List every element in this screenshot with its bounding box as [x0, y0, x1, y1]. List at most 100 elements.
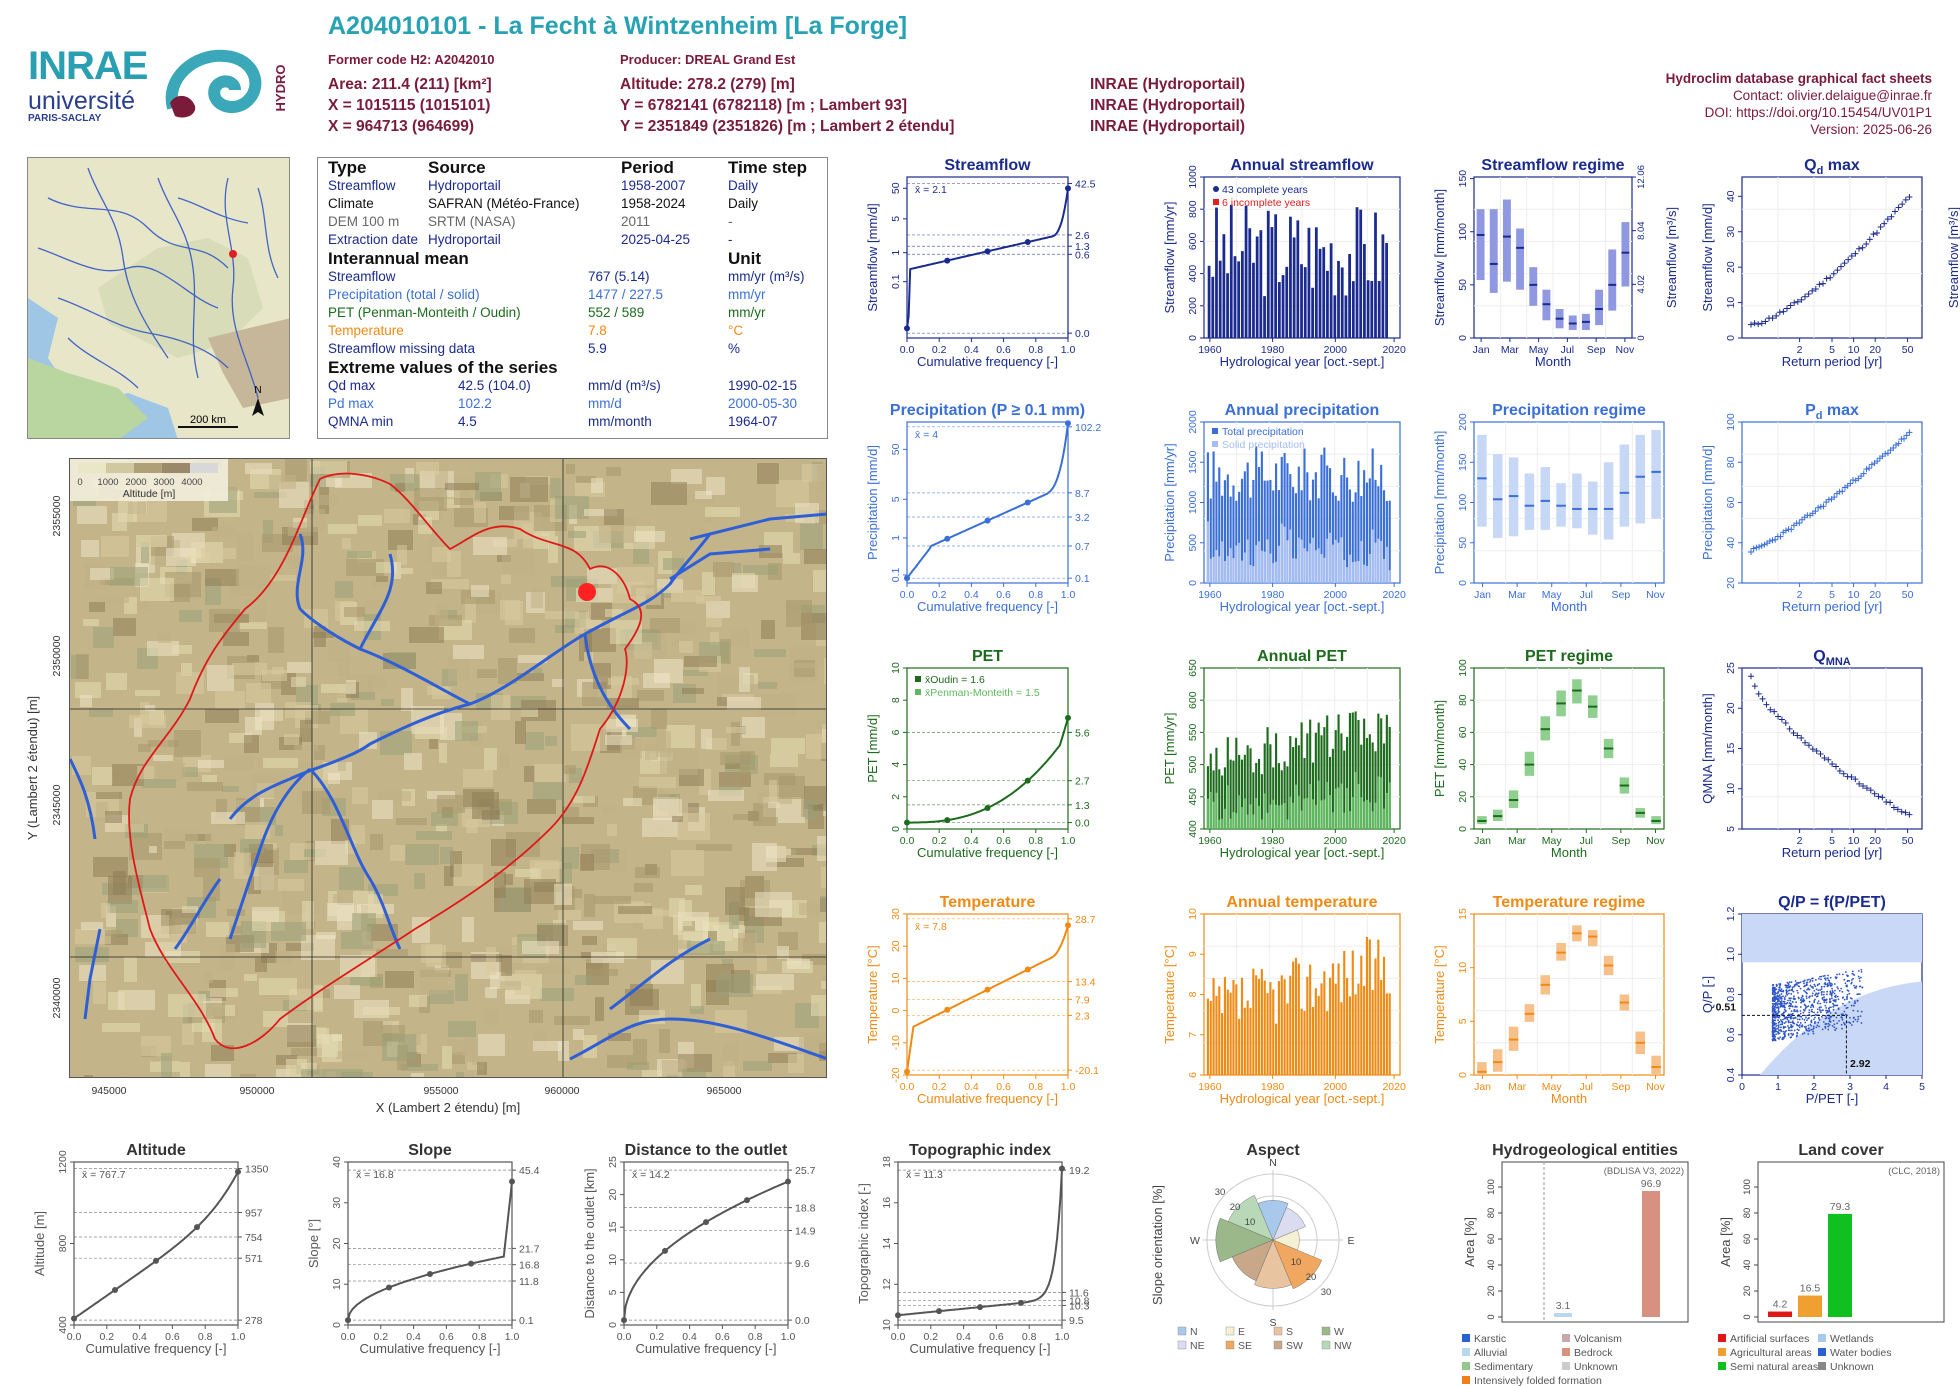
data-point — [1774, 1019, 1777, 1022]
return-point — [1751, 683, 1758, 690]
relief-patch — [594, 896, 631, 904]
data-point — [1788, 985, 1791, 988]
legend-label: Karstic — [1474, 1333, 1506, 1345]
y-tick-label: 60 — [1742, 1234, 1753, 1245]
relief-patch — [350, 977, 383, 986]
data-point — [1784, 1009, 1787, 1012]
y-right-tick-label: 3.2 — [1075, 512, 1090, 524]
relief-patch — [583, 1035, 597, 1058]
data-point — [1833, 1026, 1836, 1029]
relief-patch — [455, 721, 478, 741]
relief-patch — [605, 609, 623, 617]
x-tick-label: 0.4 — [964, 589, 979, 601]
x-tick-label: 0.0 — [900, 1081, 915, 1093]
data-point — [1846, 974, 1848, 977]
chart-title-main: Q — [1813, 648, 1825, 665]
data-point — [1796, 1028, 1799, 1031]
source-row-step: Daily — [728, 178, 759, 193]
annual-bar — [1255, 762, 1258, 829]
relief-patch — [662, 1060, 687, 1077]
relief-patch — [582, 936, 597, 945]
quantile-point — [509, 1178, 515, 1185]
data-point — [1843, 998, 1846, 1001]
relief-patch — [757, 955, 767, 971]
mean-label: x̄ = 14.2 — [632, 1169, 670, 1181]
annual-bar — [1300, 722, 1303, 829]
bar — [1798, 1295, 1822, 1317]
x-lambert93: X = 1015115 (1015101) — [328, 97, 491, 114]
data-point — [1846, 980, 1849, 983]
annual-bar-secondary — [1320, 800, 1323, 829]
legend-swatch — [1818, 1362, 1826, 1370]
y-tick-label: 40 — [1725, 190, 1737, 202]
annual-bar — [1385, 500, 1388, 583]
data-point — [1778, 1016, 1780, 1019]
data-point — [1785, 984, 1788, 987]
legend-swatch — [1177, 1326, 1187, 1336]
y-tick-label: 20 — [1742, 1286, 1753, 1297]
x-tick-label: 2 — [1797, 589, 1803, 601]
data-point — [1827, 1010, 1830, 1013]
legend-swatch — [1321, 1340, 1331, 1350]
doi-link[interactable]: DOI: https://doi.org/10.15454/UV01P1 — [1704, 105, 1932, 120]
y-tick-label: 0 — [1486, 1314, 1497, 1319]
annual-bar-secondary — [1351, 562, 1354, 583]
annual-bar — [1229, 204, 1233, 338]
relief-patch — [291, 677, 306, 687]
relief-patch — [817, 836, 826, 861]
relief-patch — [726, 727, 746, 733]
y-tick-label: 20 — [1457, 791, 1469, 803]
relief-patch — [706, 601, 730, 618]
data-point — [1857, 993, 1860, 995]
relief-patch — [627, 1062, 649, 1070]
annual-bar — [1370, 280, 1374, 338]
annual-bar-secondary — [1303, 548, 1306, 583]
north-label: N — [254, 385, 261, 396]
data-point — [1791, 1034, 1794, 1036]
data-point — [1778, 994, 1781, 996]
legend-swatch — [1321, 1326, 1331, 1336]
relief-patch — [786, 600, 812, 627]
relief-patch — [607, 824, 617, 836]
y-axis-label: Precipitation [mm/d] — [1700, 445, 1715, 560]
outlet-marker — [578, 583, 596, 601]
y-right-tick-label: 5.6 — [1075, 727, 1090, 739]
annual-bar — [1306, 976, 1309, 1075]
data-point — [1795, 1001, 1797, 1004]
river — [358, 553, 395, 650]
annual-bar — [1326, 715, 1329, 829]
return-point — [1805, 742, 1812, 749]
relief-patch — [677, 940, 691, 949]
legend-solid: Solid precipitation — [1222, 439, 1305, 451]
relief-patch — [824, 658, 826, 684]
data-point — [1849, 1016, 1851, 1019]
annual-bar — [1285, 266, 1289, 338]
data-point — [1783, 1011, 1785, 1014]
return-point — [1777, 533, 1784, 540]
annual-bar — [1377, 713, 1380, 829]
altitude: Altitude: 278.2 (279) [m] — [620, 76, 795, 93]
regime-range-box — [1493, 454, 1503, 538]
chart-title-main: Q — [1804, 157, 1816, 174]
relief-patch — [140, 578, 174, 601]
x-tick-label: 1.0 — [1055, 1331, 1070, 1343]
relief-patch — [802, 954, 826, 965]
relief-patch — [682, 1069, 706, 1077]
data-point — [1793, 985, 1795, 988]
data-point — [1802, 980, 1805, 983]
return-point — [1892, 208, 1898, 215]
relief-patch — [573, 1029, 584, 1040]
y-tick-label: 50 — [1457, 279, 1469, 291]
annual-bar — [1340, 475, 1343, 583]
altitude-legend-tick: 3000 — [153, 477, 174, 488]
relief-patch — [607, 1055, 633, 1068]
data-point — [1811, 1010, 1814, 1013]
data-point — [1838, 973, 1841, 976]
annual-bar-secondary — [1218, 556, 1221, 583]
y-tick-label: 150 — [1457, 453, 1469, 471]
x-tick-label: 0.0 — [891, 1331, 906, 1343]
relief-patch — [73, 499, 96, 506]
annual-bar-secondary — [1377, 776, 1380, 829]
data-point — [1799, 1015, 1801, 1018]
